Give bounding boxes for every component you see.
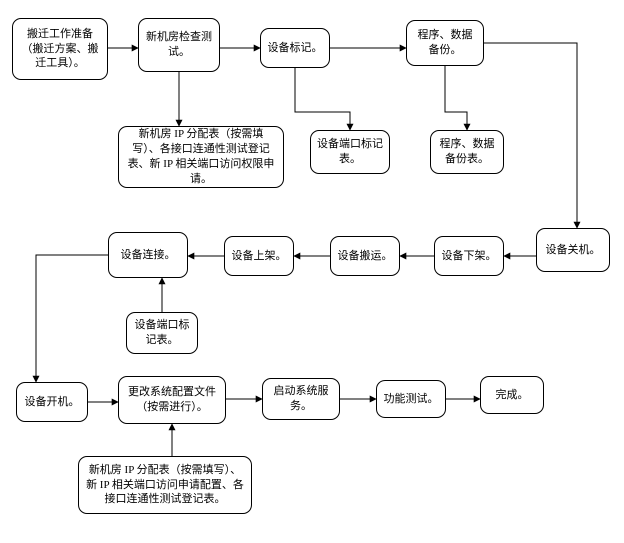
node-n16: 启动系统服务。 [262,378,340,420]
node-n4: 程序、数据备份。 [406,20,484,66]
edge-n12-n14 [36,255,108,382]
node-n2: 新机房检查测试。 [138,18,220,72]
node-n3: 设备标记。 [260,28,330,68]
node-n5: 新机房 IP 分配表（按需填写）、各接口连通性测试登记表、新 IP 相关端口访问… [118,126,284,188]
node-n13: 设备端口标记表。 [126,312,198,354]
node-n10: 设备搬运。 [330,236,400,276]
node-n1: 搬迁工作准备（搬迁方案、搬迁工具）。 [12,18,108,80]
edge-n3-n6 [295,68,350,130]
node-n6: 设备端口标记表。 [310,130,390,174]
edge-n4-n7 [445,66,467,130]
node-n11: 设备上架。 [224,236,294,276]
node-n14: 设备开机。 [16,382,88,422]
node-n19: 新机房 IP 分配表（按需填写）、新 IP 相关端口访问申请配置、各接口连通性测… [78,456,252,514]
node-n18: 完成。 [480,376,544,414]
node-n12: 设备连接。 [108,232,188,278]
node-n7: 程序、数据备份表。 [430,130,504,174]
node-n8: 设备关机。 [536,228,610,272]
flowchart-stage: 搬迁工作准备（搬迁方案、搬迁工具）。新机房检查测试。设备标记。 程序、数据备份。新… [0,0,624,543]
node-n9: 设备下架。 [434,236,504,276]
node-n15: 更改系统配置文件（按需进行）。 [118,376,226,424]
node-n17: 功能测试。 [376,380,446,418]
